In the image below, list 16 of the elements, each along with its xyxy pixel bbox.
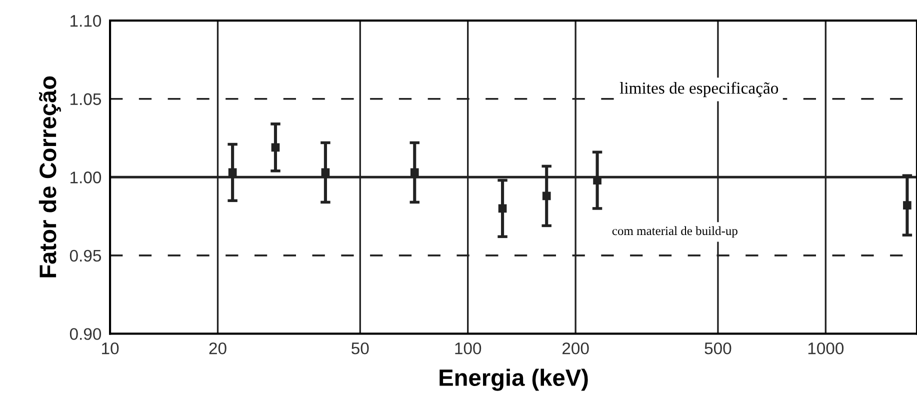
x-tick-label: 20 — [209, 342, 226, 354]
x-axis-title: Energia (keV) — [440, 368, 588, 391]
x-tick-label: 500 — [704, 342, 732, 354]
annotation: limites de especificação — [620, 82, 778, 98]
x-tick-label: 100 — [455, 342, 482, 354]
x-tick-label: 200 — [562, 342, 589, 354]
y-tick-label: 1.10 — [70, 15, 102, 27]
y-tick-label: 0.90 — [70, 328, 102, 340]
y-tick-label: 1.00 — [70, 172, 102, 184]
y-tick-label: 1.05 — [70, 93, 102, 106]
y-axis-title: Fator de Correção — [38, 76, 61, 278]
x-tick-label: 50 — [352, 342, 369, 354]
x-tick-label: 1000 — [808, 342, 844, 354]
x-tick-label: 10 — [102, 342, 119, 354]
annotation: com material de build-up — [612, 226, 738, 238]
y-tick-label: 0.95 — [70, 250, 102, 262]
